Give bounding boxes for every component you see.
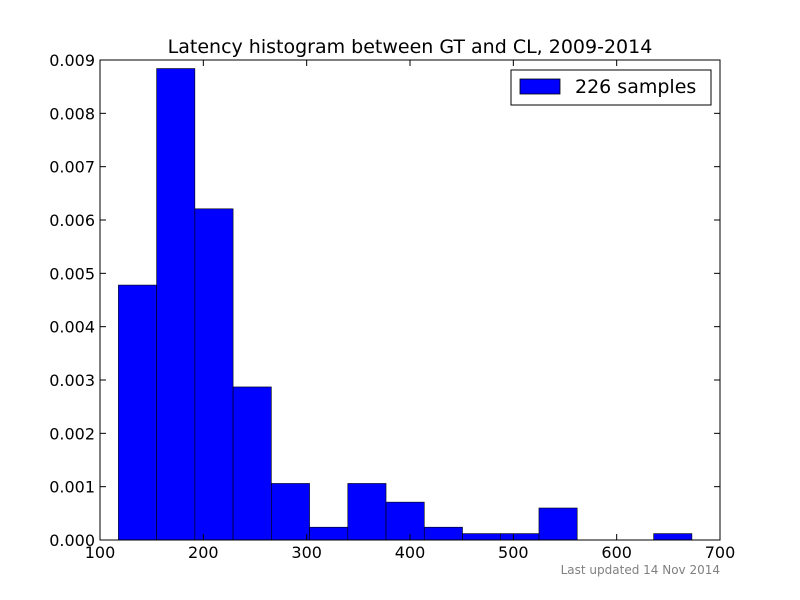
histogram-bar [118, 284, 157, 541]
y-tick-label: 0.005 [49, 264, 95, 283]
x-tick-label: 200 [188, 543, 219, 562]
y-tick-label: 0.004 [49, 318, 95, 337]
chart-title: Latency histogram between GT and CL, 200… [168, 36, 653, 58]
axis-ticks: 100 200 300 400 500 600 700 0.000 0.001 0.002 0.00… [49, 51, 735, 562]
histogram-bar [653, 533, 693, 541]
plot-frame [99, 59, 721, 541]
histogram-bar [271, 483, 310, 541]
x-tick-label: 300 [291, 543, 322, 562]
x-tick-label: 100 [85, 543, 116, 562]
x-tick-label: 500 [498, 543, 529, 562]
y-tick-label: 0.003 [49, 371, 95, 390]
y-tick-label: 0.002 [49, 424, 95, 443]
histogram-bar [347, 483, 387, 541]
legend-swatch [519, 78, 561, 95]
y-tick-label: 0.006 [49, 211, 95, 230]
y-tick-label: 0.007 [49, 158, 95, 177]
x-tick-label: 700 [705, 543, 736, 562]
histogram-bar [538, 507, 578, 541]
x-tick-label: 600 [601, 543, 632, 562]
histogram-bar [423, 526, 463, 541]
y-tick-label: 0.000 [49, 531, 95, 550]
y-tick-label: 0.001 [49, 478, 95, 497]
histogram-bar [462, 533, 502, 541]
legend: 226 samples [510, 69, 712, 106]
histogram-bar [232, 386, 272, 541]
histogram-bar [385, 501, 425, 541]
last-updated-note: Last updated 14 Nov 2014 [561, 563, 720, 577]
histogram-bar [500, 533, 540, 541]
y-tick-label: 0.009 [49, 51, 95, 70]
histogram-bars [118, 68, 693, 541]
y-tick-label: 0.008 [49, 104, 95, 123]
histogram-bar [156, 68, 196, 541]
histogram-bar [194, 208, 234, 541]
histogram-bar [309, 526, 349, 541]
x-tick-label: 400 [395, 543, 426, 562]
legend-label: 226 samples [575, 76, 696, 98]
